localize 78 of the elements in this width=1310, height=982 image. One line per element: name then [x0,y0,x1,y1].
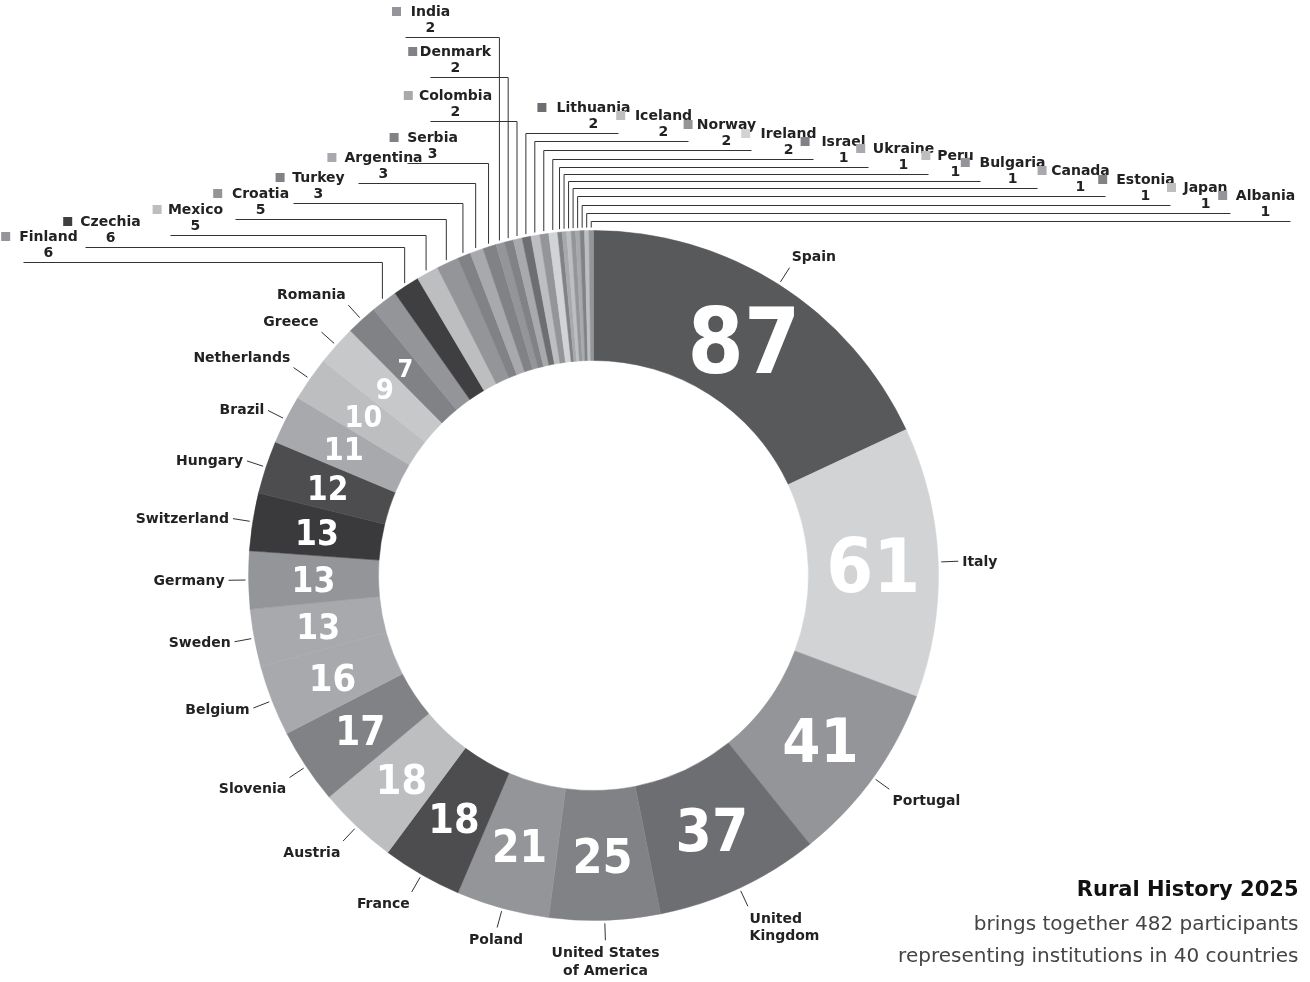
data-label: 5 [255,201,266,218]
text: Rural History 2025 [1076,876,1299,901]
data-label: 18 [375,756,428,805]
slice-label: Austria [283,843,341,860]
slice-label: United States of America [551,944,660,978]
slice-label: Italy [962,553,998,570]
legend-label: Croatia [231,184,290,201]
slice-label: Spain [791,248,837,265]
slice-label: Belgium [185,701,250,718]
data-label: 1 [950,163,961,180]
legend-label: Lithuania [556,98,631,115]
legend-label: Mexico [167,200,224,217]
data-label: 3 [378,165,389,182]
slice-label: Sweden [168,634,231,651]
data-label: 6 [43,244,54,261]
legend-label: Ireland [760,124,817,141]
data-label: 1 [1140,187,1151,204]
legend-label: Czechia [80,212,141,229]
data-label: 2 [588,115,599,132]
slice-label: United Kingdom [749,909,820,944]
data-label: 41 [782,704,859,776]
data-label: 1 [1200,195,1211,212]
legend-label: Estonia [1116,170,1175,187]
data-label: 1 [1075,178,1086,195]
data-label: 1 [838,149,849,166]
legend-label: Serbia [407,128,458,145]
legend-label: Israel [821,132,866,149]
data-label: 3 [313,185,324,202]
legend-label: Colombia [418,86,493,103]
legend-label: India [410,2,451,19]
data-label: 13 [291,560,336,601]
data-label: 2 [425,19,436,36]
slice-label: Romania [276,286,346,303]
data-label: 1 [898,156,909,173]
data-label: 87 [687,288,801,394]
data-label: 25 [572,827,633,884]
data-label: 3 [427,145,438,162]
data-label: 2 [450,103,461,120]
data-label: 13 [295,512,339,553]
data-label: 21 [492,821,548,873]
slice-label: Switzerland [135,510,230,527]
legend-label: Bulgaria [979,153,1046,170]
legend-label: Denmark [419,42,492,59]
data-label: 1 [1007,170,1018,187]
slice-label: Poland [469,931,524,948]
legend-label: Finland [19,227,78,244]
slice-label: Netherlands [193,349,291,366]
data-label: 2 [721,132,732,149]
slice-label: Brazil [219,400,265,417]
data-label: 2 [450,59,461,76]
data-label: 2 [658,123,669,140]
data-label: 1 [1260,203,1271,220]
data-label: 37 [675,796,749,865]
legend-label: Japan [1182,178,1228,195]
legend-label: Argentina [344,148,423,165]
slice-label: Portugal [892,791,961,808]
data-label: 12 [307,469,349,509]
legend-label: Norway [696,115,757,132]
legend-label: Iceland [634,106,693,123]
legend-label: Ukraine [872,139,935,156]
legend-label: Peru [937,146,974,163]
data-label: 16 [308,655,357,700]
data-label: 2 [783,141,794,158]
data-label: 6 [105,229,116,246]
text: brings together 482 participants representing institutions in 40 countries [898,910,1299,967]
data-label: 13 [296,607,341,648]
slice-label: Greece [263,313,319,330]
data-label: 17 [335,708,386,755]
data-label: 7 [397,354,414,384]
data-label: 18 [428,795,480,844]
slice-label: Hungary [176,451,244,468]
legend-label: Canada [1051,161,1110,178]
slice-label: France [356,895,410,912]
slice-label: Germany [153,572,225,589]
slice-label: Slovenia [218,779,287,796]
legend-label: Turkey [292,168,345,185]
legend-label: Albania [1235,186,1296,203]
data-label: 5 [190,217,201,234]
